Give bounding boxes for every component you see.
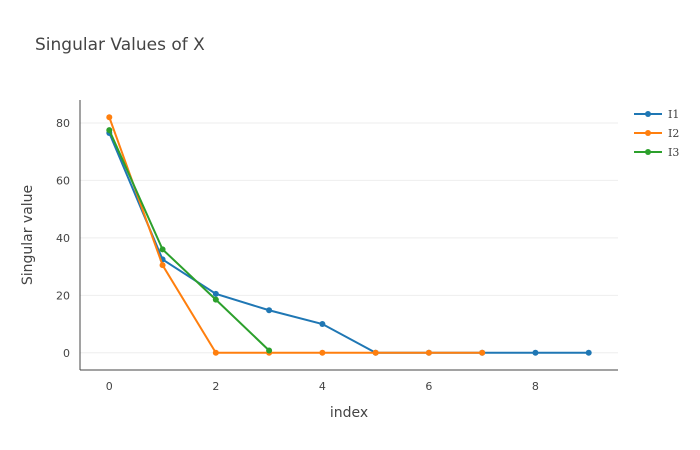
y-tick-label: 60 (56, 174, 70, 187)
data-point[interactable] (212, 349, 219, 356)
series-I3 (106, 127, 273, 354)
data-point[interactable] (532, 349, 539, 356)
legend-item[interactable]: I2 (634, 127, 679, 140)
y-tick-label: 40 (56, 232, 70, 245)
data-point[interactable] (212, 290, 219, 297)
x-axis-title: index (330, 405, 368, 421)
legend-item[interactable]: I1 (634, 108, 679, 121)
legend-marker (645, 149, 651, 155)
legend[interactable]: I1 I2 I3 (634, 108, 679, 159)
data-point[interactable] (266, 347, 273, 354)
series-I1 (106, 130, 592, 356)
y-tick-label: 20 (56, 289, 70, 302)
x-tick-label: 6 (425, 380, 432, 393)
data-point[interactable] (372, 349, 379, 356)
data-point[interactable] (479, 349, 486, 356)
y-axis-title: Singular value (20, 185, 36, 285)
legend-marker (645, 130, 651, 136)
y-tick-label: 80 (56, 117, 70, 130)
legend-label: I2 (668, 127, 679, 140)
series-line (108, 116, 483, 354)
data-point[interactable] (319, 321, 326, 328)
grid (80, 122, 618, 354)
x-tick-label: 2 (212, 380, 219, 393)
data-point[interactable] (106, 114, 113, 121)
axes (79, 100, 618, 371)
y-tick-label: 0 (63, 347, 70, 360)
data-point[interactable] (212, 296, 219, 303)
x-tick-label: 0 (106, 380, 113, 393)
chart-title: Singular Values of X (35, 35, 205, 55)
data-point[interactable] (266, 307, 273, 314)
x-tick-label: 4 (319, 380, 326, 393)
legend-item[interactable]: I3 (634, 146, 679, 159)
data-point[interactable] (319, 349, 326, 356)
x-tick-label: 8 (532, 380, 539, 393)
series-line (108, 132, 589, 354)
data-point[interactable] (159, 262, 166, 269)
data-point[interactable] (159, 246, 166, 253)
data-point[interactable] (106, 127, 113, 134)
series (106, 114, 592, 356)
data-point[interactable] (585, 349, 592, 356)
series-line (108, 129, 270, 352)
data-point[interactable] (425, 349, 432, 356)
legend-label: I1 (668, 108, 679, 121)
legend-marker (645, 111, 651, 117)
legend-label: I3 (668, 146, 679, 159)
series-I2 (106, 114, 486, 356)
tick-labels: 0 20 40 60 80 0 2 4 6 8 (56, 117, 539, 393)
